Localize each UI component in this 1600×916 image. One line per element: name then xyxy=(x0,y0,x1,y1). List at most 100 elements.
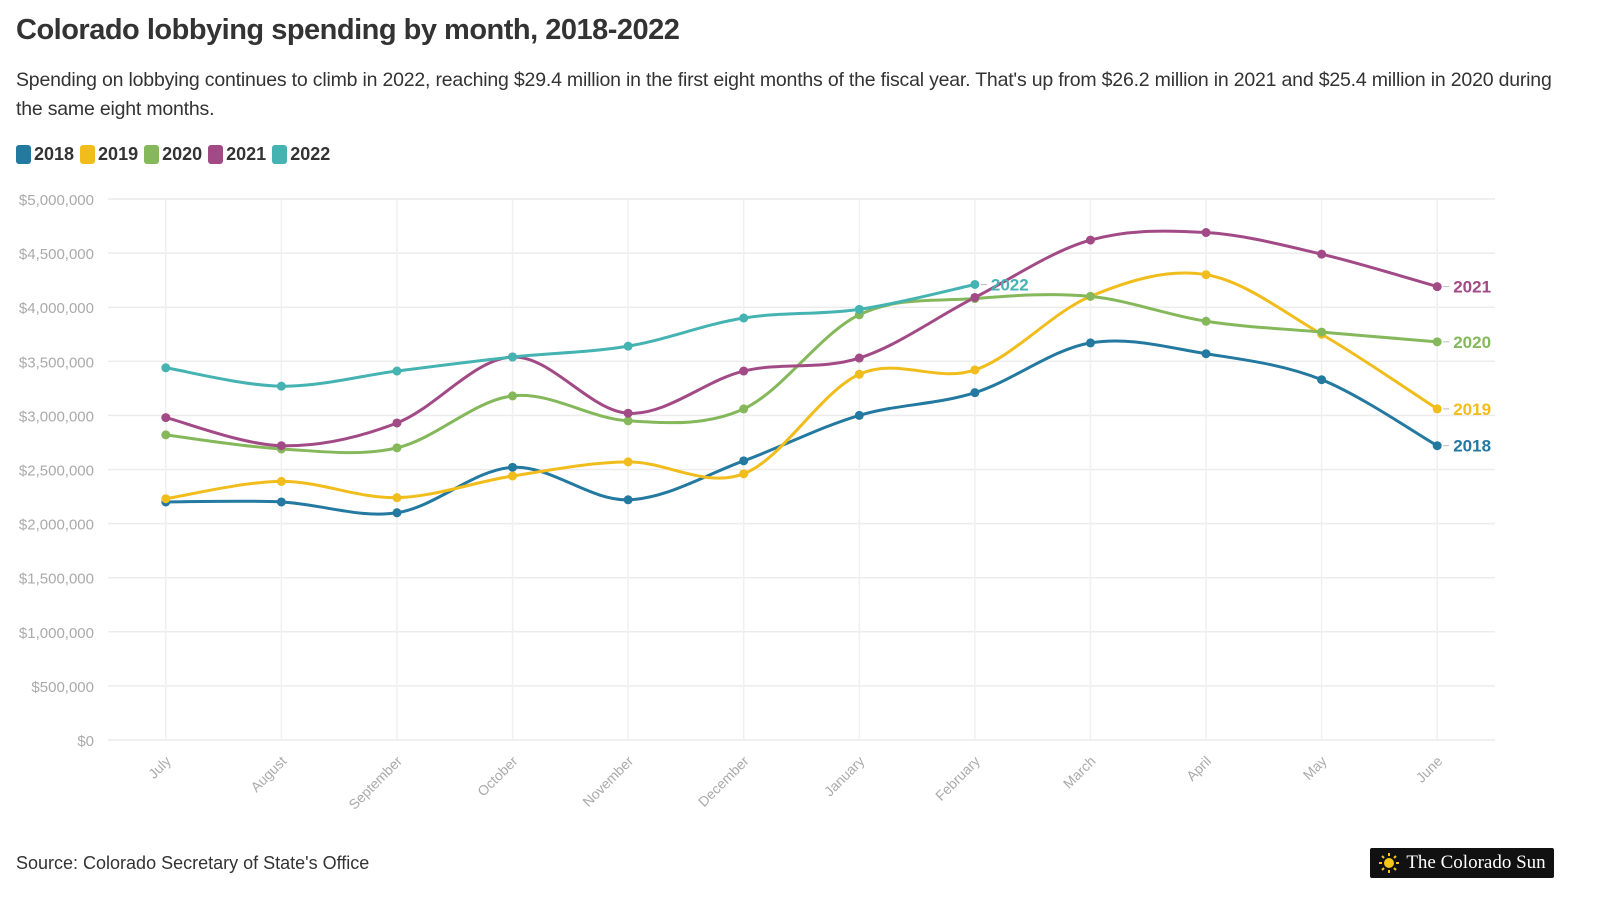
data-point xyxy=(161,413,171,423)
legend-label: 2019 xyxy=(98,144,139,164)
x-tick-label: July xyxy=(145,753,174,782)
series-line xyxy=(165,283,976,388)
data-point xyxy=(1317,375,1327,385)
legend-item: 2018 xyxy=(16,144,74,165)
data-point xyxy=(508,471,518,481)
legend-item: 2020 xyxy=(144,144,202,165)
series-line xyxy=(165,229,1438,448)
data-point xyxy=(739,404,749,414)
data-point xyxy=(739,313,749,323)
data-point xyxy=(1085,291,1095,301)
chart-subtitle: Spending on lobbying continues to climb … xyxy=(16,69,1552,120)
data-point xyxy=(508,462,518,472)
legend: 2018 2019 2020 2021 2022 xyxy=(16,144,330,165)
x-tick-label: September xyxy=(345,753,405,813)
y-tick-label: $0 xyxy=(77,733,94,750)
data-point xyxy=(161,494,171,504)
data-point xyxy=(854,304,864,314)
x-tick-label: February xyxy=(932,753,983,804)
data-point xyxy=(970,292,980,302)
x-tick-label: April xyxy=(1183,753,1214,784)
x-tick-label: November xyxy=(579,753,636,810)
data-point xyxy=(392,443,402,453)
data-point xyxy=(739,366,749,376)
data-point xyxy=(276,381,286,391)
data-point xyxy=(739,456,749,466)
end-label: 2022 xyxy=(991,275,1029,294)
y-tick-label: $1,500,000 xyxy=(19,571,94,588)
data-point xyxy=(276,497,286,507)
data-point xyxy=(1085,338,1095,348)
y-tick-label: $1,000,000 xyxy=(19,625,94,642)
data-point xyxy=(1201,316,1211,326)
logo: The Colorado Sun xyxy=(1370,848,1554,878)
data-point xyxy=(508,391,518,401)
data-point xyxy=(276,476,286,486)
data-point xyxy=(1432,441,1442,451)
legend-swatch xyxy=(272,145,288,164)
data-point xyxy=(854,410,864,420)
y-tick-label: $2,500,000 xyxy=(19,463,94,480)
legend-swatch xyxy=(144,145,160,164)
data-point xyxy=(739,469,749,479)
data-point xyxy=(623,341,633,351)
x-tick-label: March xyxy=(1060,753,1099,792)
data-point xyxy=(392,508,402,518)
source-note: Source: Colorado Secretary of State's Of… xyxy=(16,853,370,873)
end-label: 2021 xyxy=(1453,278,1491,297)
y-tick-label: $500,000 xyxy=(31,679,94,696)
y-tick-label: $3,500,000 xyxy=(19,354,94,371)
data-point xyxy=(392,418,402,428)
data-point xyxy=(1432,404,1442,414)
data-point xyxy=(970,388,980,398)
x-tick-label: May xyxy=(1300,753,1330,783)
y-tick-label: $2,000,000 xyxy=(19,517,94,534)
data-point xyxy=(1201,228,1211,238)
logo-text: The Colorado Sun xyxy=(1406,852,1546,873)
x-tick-label: October xyxy=(474,753,521,800)
data-point xyxy=(1432,282,1442,292)
legend-label: 2021 xyxy=(226,144,267,164)
chart-title: Colorado lobbying spending by month, 201… xyxy=(16,14,680,46)
y-tick-label: $3,000,000 xyxy=(19,408,94,425)
x-tick-label: June xyxy=(1413,753,1446,786)
x-tick-label: December xyxy=(695,753,752,810)
legend-label: 2022 xyxy=(290,144,331,164)
legend-item: 2021 xyxy=(208,144,266,165)
data-point xyxy=(1201,349,1211,359)
logo-sun xyxy=(1379,853,1400,873)
end-label: 2020 xyxy=(1453,333,1491,352)
data-point xyxy=(623,457,633,467)
legend-item: 2019 xyxy=(80,144,138,165)
y-tick-label: $4,000,000 xyxy=(19,300,94,317)
data-point xyxy=(161,363,171,373)
data-point xyxy=(1317,327,1327,337)
legend-label: 2020 xyxy=(162,144,203,164)
end-label: 2019 xyxy=(1453,400,1491,419)
data-point xyxy=(623,495,633,505)
data-point xyxy=(392,493,402,503)
legend-item: 2022 xyxy=(272,144,330,165)
y-tick-label: $5,000,000 xyxy=(19,192,94,209)
data-point xyxy=(623,408,633,418)
legend-swatch xyxy=(80,145,96,164)
legend-label: 2018 xyxy=(34,144,75,164)
data-point xyxy=(623,416,633,426)
data-point xyxy=(1085,235,1095,245)
y-tick-label: $4,500,000 xyxy=(19,246,94,263)
x-tick-label: August xyxy=(247,753,289,795)
data-point xyxy=(854,369,864,379)
data-point xyxy=(970,279,980,289)
end-label: 2018 xyxy=(1453,437,1491,456)
legend-swatch xyxy=(208,145,224,164)
data-point xyxy=(970,365,980,375)
series-line xyxy=(165,293,1438,455)
data-point xyxy=(392,366,402,376)
data-point xyxy=(1317,249,1327,259)
x-tick-label: January xyxy=(821,753,868,800)
data-point xyxy=(161,430,171,440)
data-point xyxy=(276,441,286,451)
data-point xyxy=(854,353,864,363)
